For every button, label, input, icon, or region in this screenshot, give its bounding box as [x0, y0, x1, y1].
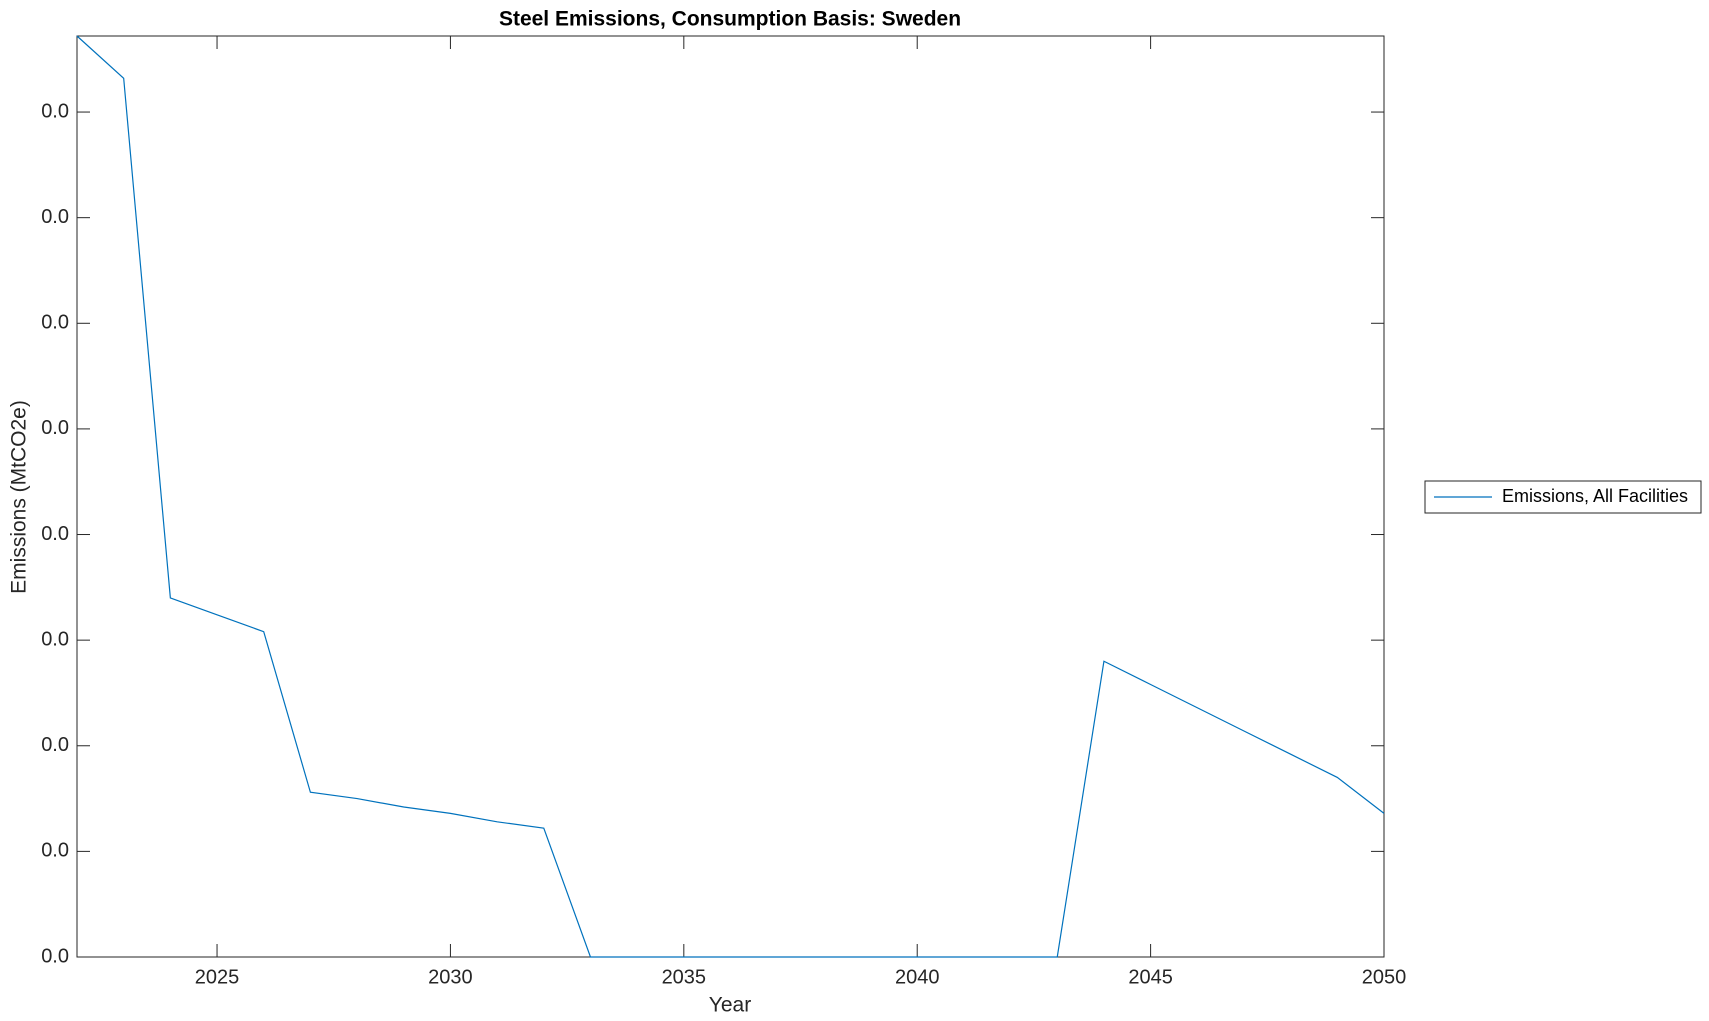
- y-tick-label: 0.0: [41, 100, 69, 122]
- y-tick-label: 0.0: [41, 312, 69, 334]
- x-axis-label: Year: [709, 994, 751, 1017]
- x-tick-label: 2040: [895, 966, 940, 988]
- y-tick-label: 0.0: [41, 206, 69, 228]
- y-tick-label: 0.0: [41, 628, 69, 650]
- chart-title: Steel Emissions, Consumption Basis: Swed…: [499, 8, 961, 31]
- y-tick-label: 0.0: [41, 523, 69, 545]
- x-tick-label: 2045: [1128, 966, 1173, 988]
- y-tick-label: 0.0: [41, 840, 69, 862]
- data-line: [76, 35, 1385, 958]
- x-tick-label: 2025: [195, 966, 240, 988]
- x-tick-label: 2050: [1362, 966, 1407, 988]
- y-tick-label: 0.0: [41, 945, 69, 967]
- x-tick-label: 2030: [428, 966, 473, 988]
- legend-label: Emissions, All Facilities: [1502, 486, 1688, 506]
- plot-frame: [76, 35, 1385, 958]
- y-axis-label: Emissions (MtCO2e): [8, 400, 31, 594]
- y-tick-label: 0.0: [41, 417, 69, 439]
- x-tick-label: 2035: [662, 966, 707, 988]
- y-tick-label: 0.0: [41, 734, 69, 756]
